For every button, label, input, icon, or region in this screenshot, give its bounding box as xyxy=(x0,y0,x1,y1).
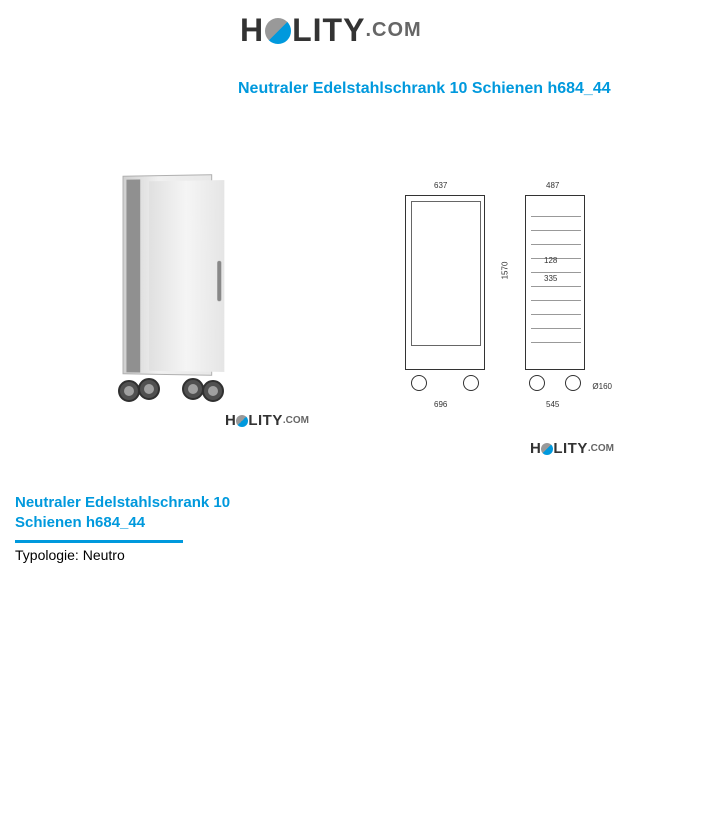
wheel-icon xyxy=(182,378,204,400)
logo-text-after: LITY xyxy=(553,440,588,457)
wheel-icon xyxy=(138,378,160,400)
logo-dotcom: .COM xyxy=(365,19,421,42)
rail-line xyxy=(531,230,581,231)
cabinet-wheels xyxy=(110,375,220,405)
cabinet-illustration xyxy=(110,175,220,405)
rail-line xyxy=(531,272,581,273)
dim-wheel-diameter: Ø160 xyxy=(592,382,612,391)
dim-rail-2: 335 xyxy=(544,274,557,283)
dim-width-bottom-side: 545 xyxy=(546,400,559,409)
cabinet-door xyxy=(149,180,224,372)
rail-line xyxy=(531,314,581,315)
underline-accent xyxy=(15,540,183,543)
dim-height: 1570 xyxy=(500,262,509,280)
typology-row: Typologie: Neutro xyxy=(15,547,125,563)
diagram-wheel-icon xyxy=(565,375,581,391)
product-image-diagram: 637 696 487 1570 545 Ø160 128 335 xyxy=(370,145,630,460)
rail-line xyxy=(531,244,581,245)
typology-label: Typologie: xyxy=(15,547,79,563)
rail-line xyxy=(531,342,581,343)
dim-width-top-side: 487 xyxy=(546,181,559,190)
logo-text-after: LITY xyxy=(248,412,283,429)
diagram-front-view: 637 696 xyxy=(405,195,485,370)
diagram-wheel-icon xyxy=(463,375,479,391)
typology-value: Neutro xyxy=(83,547,125,563)
logo-circle-icon xyxy=(236,415,248,427)
rail-line xyxy=(531,286,581,287)
logo-dotcom: .COM xyxy=(588,443,614,454)
rail-line xyxy=(531,300,581,301)
wheel-icon xyxy=(118,380,140,402)
logo-text-before: H xyxy=(240,12,264,49)
product-image-render xyxy=(10,145,350,435)
diagram-wheel-icon xyxy=(411,375,427,391)
diagram-side-view: 487 1570 545 Ø160 128 335 xyxy=(525,195,585,370)
logo-main: H LITY .COM xyxy=(240,12,422,49)
rail-line xyxy=(531,216,581,217)
logo-circle-icon xyxy=(265,18,291,44)
logo-watermark-2: H LITY .COM xyxy=(530,440,614,457)
logo-circle-icon xyxy=(541,443,553,455)
wheel-icon xyxy=(202,380,224,402)
product-subtitle: Neutraler Edelstahlschrank 10 Schienen h… xyxy=(15,493,255,532)
dim-width-top-front: 637 xyxy=(434,181,447,190)
diagram-front-door xyxy=(411,201,481,346)
logo-text-before: H xyxy=(530,440,541,457)
rail-line xyxy=(531,328,581,329)
logo-dotcom: .COM xyxy=(283,415,309,426)
cabinet-side xyxy=(126,179,140,372)
logo-watermark-1: H LITY .COM xyxy=(225,412,309,429)
cabinet-handle xyxy=(217,261,221,301)
dim-width-bottom-front: 696 xyxy=(434,400,447,409)
dim-rail-1: 128 xyxy=(544,256,557,265)
logo-text-before: H xyxy=(225,412,236,429)
diagram-wheel-icon xyxy=(529,375,545,391)
logo-text-after: LITY xyxy=(292,12,365,49)
product-title: Neutraler Edelstahlschrank 10 Schienen h… xyxy=(238,80,611,98)
cabinet-body xyxy=(123,174,213,376)
